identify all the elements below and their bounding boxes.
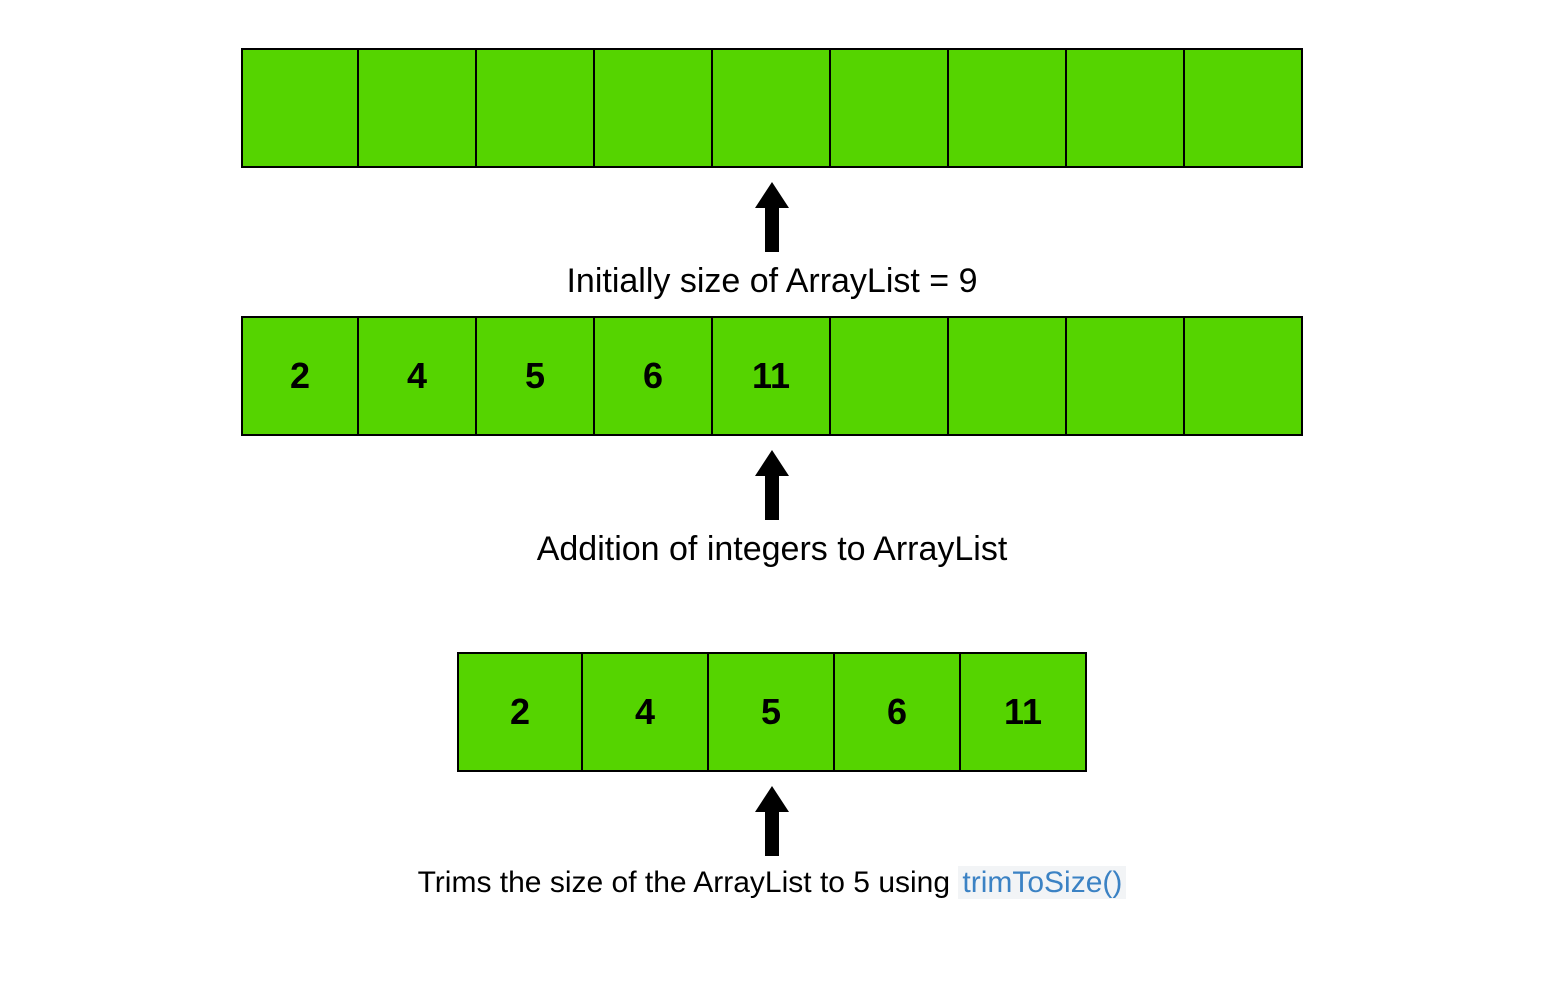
array-cell	[713, 48, 831, 168]
array-cell	[949, 316, 1067, 436]
caption-code-link[interactable]: trimToSize()	[958, 866, 1126, 899]
array-cell: 6	[835, 652, 961, 772]
array-cell	[1185, 316, 1303, 436]
array-cell: 5	[709, 652, 835, 772]
arrow-up-icon	[755, 450, 789, 520]
section-initial: Initially size of ArrayList = 9	[0, 48, 1544, 301]
array-cell	[831, 48, 949, 168]
diagram-canvas: Initially size of ArrayList = 9 245611 A…	[0, 0, 1544, 988]
array-cell	[1067, 48, 1185, 168]
array-cell	[1185, 48, 1303, 168]
array-cell: 5	[477, 316, 595, 436]
array-cell	[241, 48, 359, 168]
array-cell	[831, 316, 949, 436]
caption-after-trim: Trims the size of the ArrayList to 5 usi…	[418, 866, 1127, 900]
arrow-up-icon	[755, 182, 789, 252]
array-cell: 2	[241, 316, 359, 436]
array-after-add: 245611	[241, 316, 1303, 436]
array-cell: 4	[359, 316, 477, 436]
array-cell: 2	[457, 652, 583, 772]
array-cell	[1067, 316, 1185, 436]
array-initial	[241, 48, 1303, 168]
caption-text: Trims the size of the ArrayList to 5 usi…	[418, 866, 959, 899]
caption-text: Initially size of ArrayList = 9	[566, 262, 977, 300]
array-cell: 6	[595, 316, 713, 436]
caption-text: Addition of integers to ArrayList	[537, 530, 1008, 568]
array-cell	[595, 48, 713, 168]
array-cell: 11	[713, 316, 831, 436]
array-cell	[359, 48, 477, 168]
caption-after-add: Addition of integers to ArrayList	[537, 530, 1008, 569]
array-after-trim: 245611	[457, 652, 1087, 772]
caption-initial: Initially size of ArrayList = 9	[566, 262, 977, 301]
array-cell	[477, 48, 595, 168]
section-after-trim: 245611 Trims the size of the ArrayList t…	[0, 652, 1544, 900]
array-cell: 11	[961, 652, 1087, 772]
section-after-add: 245611 Addition of integers to ArrayList	[0, 316, 1544, 569]
array-cell: 4	[583, 652, 709, 772]
arrow-up-icon	[755, 786, 789, 856]
array-cell	[949, 48, 1067, 168]
